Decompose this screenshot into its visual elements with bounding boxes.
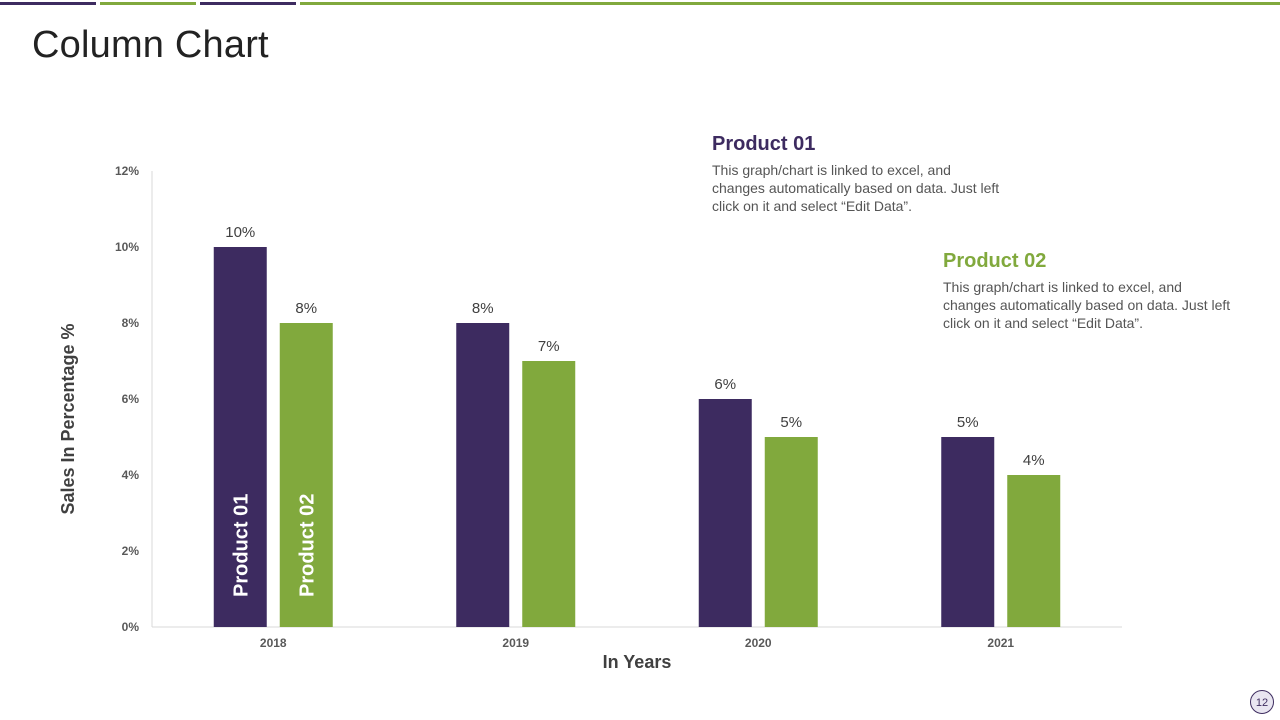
bar-product-01-2021: [941, 437, 995, 627]
y-tick-label: 8%: [122, 316, 140, 330]
bar-product-02-2020: [764, 437, 818, 627]
top-bar-segment-1: [0, 2, 96, 5]
bar-product-01-2018: [213, 247, 267, 627]
bar-product-02-2018: [279, 323, 333, 627]
legend-product-01-title: Product 01: [712, 133, 816, 155]
x-tick-label: 2018: [260, 636, 287, 650]
legend-product-02-title: Product 02: [943, 250, 1047, 272]
x-tick-label: 2021: [987, 636, 1014, 650]
x-axis-title: In Years: [603, 652, 672, 672]
legend-product-01-description: This graph/chart is linked to excel, and…: [712, 162, 1000, 214]
data-label: 10%: [225, 224, 255, 241]
x-tick-label: 2020: [745, 636, 772, 650]
page-title: Column Chart: [32, 24, 269, 66]
y-tick-label: 2%: [122, 544, 140, 558]
x-tick-label: 2019: [502, 636, 529, 650]
y-tick-label: 4%: [122, 468, 140, 482]
legend-product-02: Product 02 This graph/chart is linked to…: [943, 250, 1233, 332]
legend-product-02-description: This graph/chart is linked to excel, and…: [943, 279, 1231, 331]
page-number-badge: 12: [1250, 690, 1274, 714]
bar-product-02-2021: [1007, 475, 1061, 627]
y-tick-label: 10%: [115, 240, 139, 254]
top-bar-segment-2: [100, 2, 196, 5]
bar-product-01-2020: [698, 399, 752, 627]
top-bar-segment-3: [200, 2, 296, 5]
bar-product-02-2019: [522, 361, 576, 627]
data-label: 7%: [538, 338, 560, 355]
bar-series-label: Product 02: [296, 494, 318, 597]
y-tick-label: 6%: [122, 392, 140, 406]
y-tick-label: 12%: [115, 164, 139, 178]
data-label: 5%: [957, 414, 979, 431]
bar-product-01-2019: [456, 323, 510, 627]
y-tick-label: 0%: [122, 620, 140, 634]
data-label: 8%: [295, 300, 317, 317]
y-axis-title: Sales In Percentage %: [58, 323, 78, 514]
top-bar-segment-4: [300, 2, 1280, 5]
data-label: 8%: [472, 300, 494, 317]
data-label: 4%: [1023, 452, 1045, 469]
legend-product-01: Product 01 This graph/chart is linked to…: [712, 133, 1002, 215]
bar-series-label: Product 01: [230, 494, 252, 597]
data-label: 6%: [714, 376, 736, 393]
data-label: 5%: [780, 414, 802, 431]
